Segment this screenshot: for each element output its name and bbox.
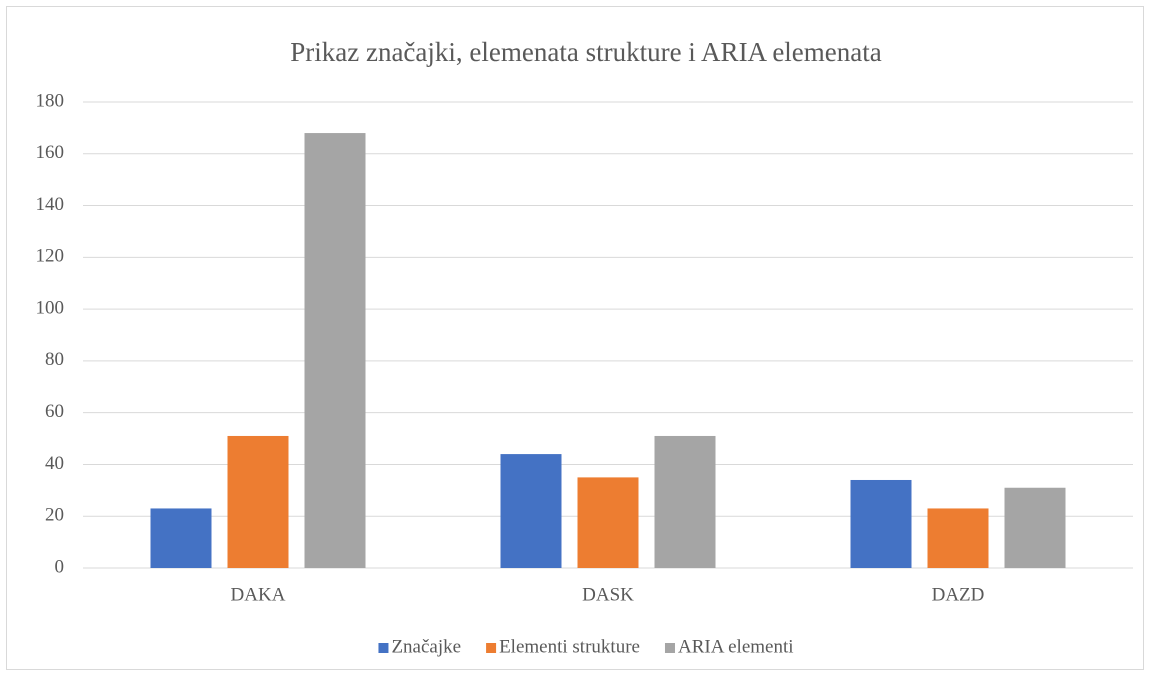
y-tick-label: 60 <box>45 401 64 422</box>
y-tick-label: 80 <box>45 349 64 370</box>
bar <box>150 508 212 568</box>
bar <box>850 479 912 568</box>
y-tick-label: 40 <box>45 453 64 474</box>
y-tick-label: 120 <box>36 246 65 267</box>
x-tick-label: DAZD <box>932 584 985 605</box>
bar <box>577 477 639 568</box>
legend-label: Elementi strukture <box>499 636 640 657</box>
legend-label: ARIA elementi <box>678 636 794 657</box>
x-tick-label: DASK <box>582 584 634 605</box>
bar <box>1004 487 1066 568</box>
legend-swatch <box>664 643 675 653</box>
bar <box>227 435 289 568</box>
y-tick-label: 160 <box>36 142 65 163</box>
y-tick-label: 0 <box>55 556 65 577</box>
bar <box>927 508 989 568</box>
chart-title: Prikaz značajki, elemenata strukture i A… <box>290 37 882 67</box>
x-tick-label: DAKA <box>231 584 286 605</box>
y-tick-label: 20 <box>45 505 64 526</box>
y-tick-label: 100 <box>36 297 65 318</box>
y-tick-label: 180 <box>36 90 65 111</box>
legend-label: Značajke <box>391 636 461 657</box>
legend-swatch <box>486 643 497 653</box>
legend-swatch <box>378 643 389 653</box>
y-tick-label: 140 <box>36 194 65 215</box>
chart-border <box>6 6 1144 670</box>
bar <box>304 133 366 569</box>
bar <box>500 454 562 568</box>
bar <box>654 435 716 568</box>
